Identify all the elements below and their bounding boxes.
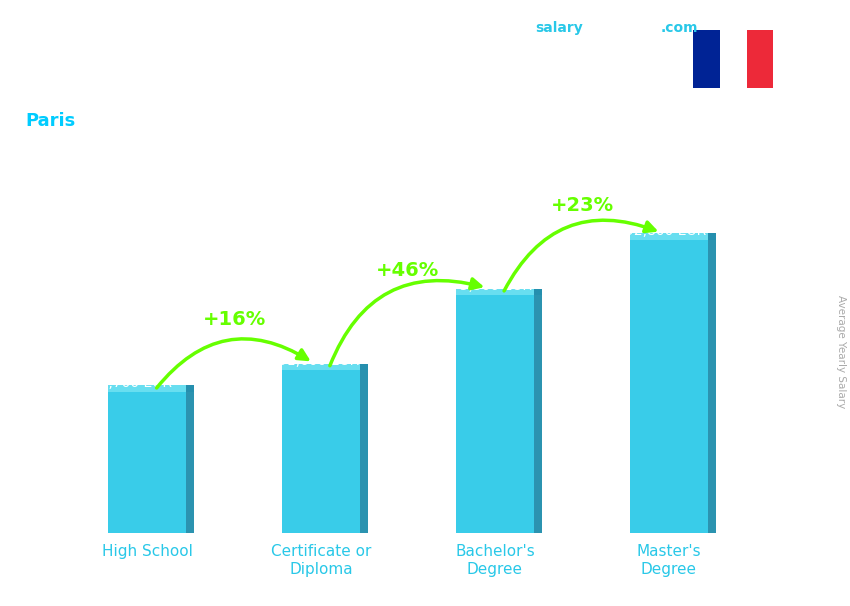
Text: Average Yearly Salary: Average Yearly Salary bbox=[836, 295, 846, 408]
Text: +23%: +23% bbox=[551, 196, 614, 215]
Bar bbox=[456, 288, 534, 295]
Bar bbox=[534, 288, 542, 295]
Bar bbox=[708, 233, 716, 240]
Bar bbox=[186, 385, 194, 392]
Bar bbox=[746, 30, 774, 88]
Bar bbox=[360, 364, 368, 370]
Text: explorer: explorer bbox=[591, 21, 656, 35]
Bar bbox=[108, 385, 186, 392]
Text: salary: salary bbox=[536, 21, 583, 35]
Text: +46%: +46% bbox=[377, 261, 439, 281]
Bar bbox=[360, 370, 368, 533]
Bar bbox=[693, 30, 720, 88]
Bar bbox=[720, 30, 746, 88]
Text: 75,300 EUR: 75,300 EUR bbox=[451, 279, 532, 293]
Bar bbox=[186, 392, 194, 533]
Text: 51,600 EUR: 51,600 EUR bbox=[278, 355, 359, 368]
Bar bbox=[630, 240, 708, 533]
Text: Paris: Paris bbox=[26, 112, 76, 130]
Bar bbox=[456, 295, 534, 533]
Text: Scala Developer: Scala Developer bbox=[26, 76, 173, 94]
Bar bbox=[534, 295, 542, 533]
Bar bbox=[282, 364, 360, 370]
Text: Salary Comparison By Education: Salary Comparison By Education bbox=[26, 24, 508, 50]
Text: +16%: +16% bbox=[202, 310, 266, 328]
Text: .com: .com bbox=[660, 21, 698, 35]
Text: 92,800 EUR: 92,800 EUR bbox=[626, 224, 706, 238]
Bar bbox=[282, 370, 360, 533]
Bar bbox=[630, 233, 708, 240]
Text: 44,700 EUR: 44,700 EUR bbox=[92, 376, 173, 390]
Bar bbox=[708, 240, 716, 533]
Bar bbox=[108, 392, 186, 533]
